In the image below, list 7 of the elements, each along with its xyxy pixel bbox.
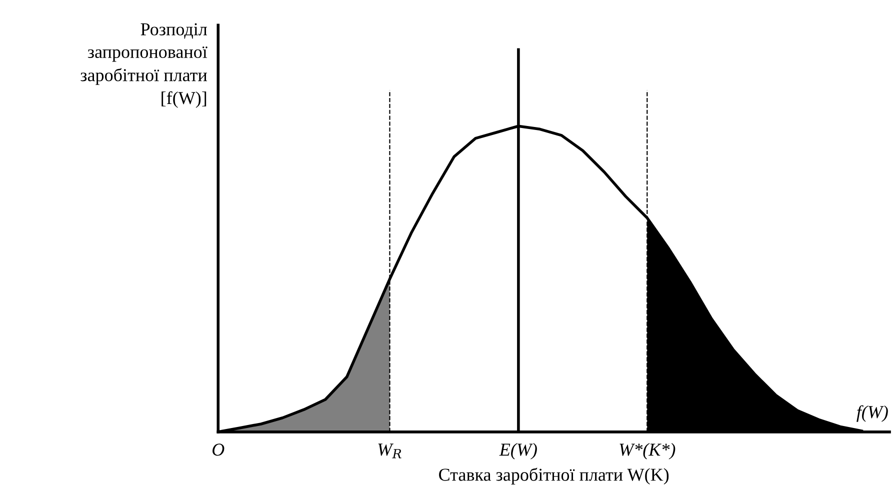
x-tick-label: W$_{R}$: [378, 444, 402, 458]
y-axis-title: Розподіл запропонованої заробітної плати [f(W)]: [80, 23, 208, 108]
x-axis-title: Ставка заробітної плати W(K): [439, 468, 669, 485]
x-tick-label: W*(K*): [620, 443, 676, 460]
x-tick-label: E(W): [499, 443, 537, 460]
annotation: f(W): [856, 405, 888, 422]
x-tick-label: O: [212, 444, 224, 456]
